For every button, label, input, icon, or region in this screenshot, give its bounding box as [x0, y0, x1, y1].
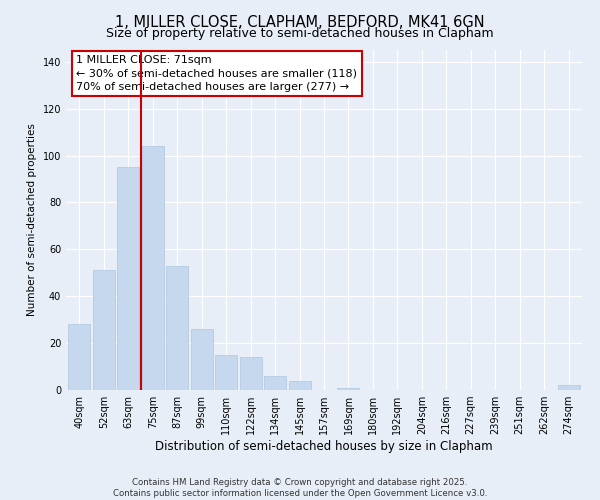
- Bar: [289, 380, 311, 390]
- Bar: [142, 146, 164, 390]
- Text: Size of property relative to semi-detached houses in Clapham: Size of property relative to semi-detach…: [106, 28, 494, 40]
- Bar: [118, 167, 139, 390]
- Text: Contains HM Land Registry data © Crown copyright and database right 2025.
Contai: Contains HM Land Registry data © Crown c…: [113, 478, 487, 498]
- Bar: [191, 329, 213, 390]
- Bar: [68, 324, 91, 390]
- Text: 1 MILLER CLOSE: 71sqm
← 30% of semi-detached houses are smaller (118)
70% of sem: 1 MILLER CLOSE: 71sqm ← 30% of semi-deta…: [76, 55, 358, 92]
- X-axis label: Distribution of semi-detached houses by size in Clapham: Distribution of semi-detached houses by …: [155, 440, 493, 453]
- Y-axis label: Number of semi-detached properties: Number of semi-detached properties: [27, 124, 37, 316]
- Bar: [239, 357, 262, 390]
- Bar: [264, 376, 286, 390]
- Bar: [166, 266, 188, 390]
- Bar: [93, 270, 115, 390]
- Bar: [215, 355, 237, 390]
- Text: 1, MILLER CLOSE, CLAPHAM, BEDFORD, MK41 6GN: 1, MILLER CLOSE, CLAPHAM, BEDFORD, MK41 …: [115, 15, 485, 30]
- Bar: [557, 386, 580, 390]
- Bar: [337, 388, 359, 390]
